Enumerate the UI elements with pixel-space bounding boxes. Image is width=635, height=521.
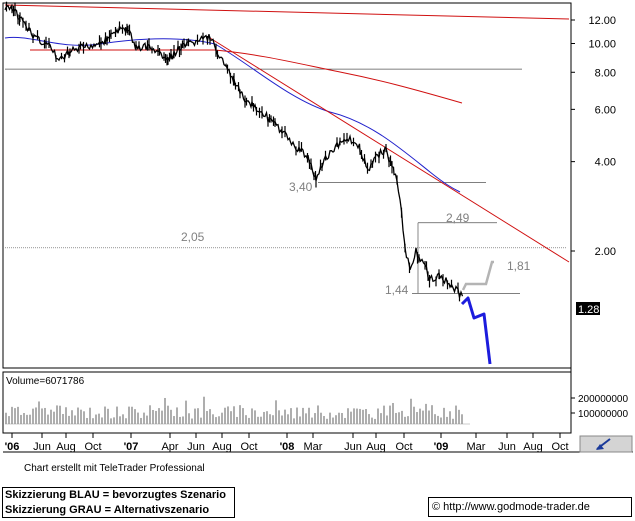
time-tick-label: Jun — [187, 441, 205, 453]
chart-credit: Chart erstellt mit TeleTrader Profession… — [24, 463, 205, 474]
time-tick-label: Mar — [304, 441, 323, 453]
trendline-descending — [209, 37, 570, 263]
price-tick-label: 4.00 — [595, 157, 616, 169]
source-url[interactable]: © http://www.godmode-trader.de — [428, 497, 632, 517]
time-tick-label: Aug — [523, 441, 543, 453]
trendline-upper — [4, 4, 570, 20]
level-label-2-05: 2,05 — [181, 230, 205, 244]
price-line — [4, 4, 464, 298]
price-tick-label: 6.00 — [595, 104, 616, 116]
time-tick-label: Aug — [366, 441, 386, 453]
volume-axis: 200000000 100000000 — [571, 394, 628, 420]
time-tick-label: '09 — [434, 441, 449, 453]
level-label-3-40: 3,40 — [289, 180, 313, 194]
legend-blue: Skizzierung BLAU = bevorzugtes Szenario — [5, 489, 226, 501]
level-label-1-44: 1,44 — [385, 283, 409, 297]
price-tick-label: 10.00 — [588, 39, 616, 51]
moving-average-short — [4, 36, 461, 193]
toolbar-box[interactable] — [579, 435, 633, 453]
time-tick-label: Jun — [33, 441, 51, 453]
time-tick-label: Aug — [212, 441, 232, 453]
time-tick-label: '07 — [124, 441, 139, 453]
price-tick-label: 8.00 — [595, 67, 616, 79]
price-axis: 12.00 10.00 8.00 6.00 4.00 2.00 — [571, 15, 616, 258]
time-tick-label: Oct — [84, 441, 101, 453]
last-price-label: 1.28 — [578, 304, 599, 316]
time-tick-label: '08 — [280, 441, 295, 453]
price-series — [4, 1, 464, 302]
level-label-2-49: 2,49 — [446, 211, 470, 225]
volume-tick-label: 200000000 — [578, 394, 628, 405]
price-tick-label: 12.00 — [588, 15, 616, 27]
last-price-marker — [576, 302, 600, 315]
scenario-sketches — [460, 260, 494, 365]
time-tick-label: Apr — [161, 441, 178, 453]
moving-averages — [4, 4, 570, 263]
time-axis: '06 Jun Aug Oct '07 Apr Jun Aug Oct '08 Mar Jun Aug O… — [5, 433, 569, 453]
time-tick-label: Oct — [240, 441, 257, 453]
time-tick-label: '06 — [5, 441, 20, 453]
moving-average-long — [30, 49, 463, 104]
legend-grey: Skizzierung GRAU = Alternativszenario — [5, 504, 210, 516]
time-tick-label: Oct — [395, 441, 412, 453]
volume-label: Volume=6071786 — [6, 376, 85, 387]
pen-tool-icon[interactable] — [596, 438, 611, 450]
level-label-1-81: 1,81 — [507, 259, 531, 273]
scenario-grey-line — [461, 260, 494, 291]
support-resistance-levels — [5, 68, 566, 294]
time-tick-label: Aug — [56, 441, 76, 453]
scenario-legend: Skizzierung BLAU = bevorzugtes Szenario … — [2, 487, 235, 518]
volume-bars — [5, 396, 470, 425]
price-panel-frame — [2, 2, 572, 369]
scenario-blue-line — [460, 296, 492, 365]
time-tick-label: Mar — [467, 441, 486, 453]
time-tick-label: Oct — [551, 441, 568, 453]
time-tick-label: Jun — [344, 441, 362, 453]
volume-tick-label: 100000000 — [578, 409, 628, 420]
time-tick-label: Jun — [498, 441, 516, 453]
price-tick-label: 2.00 — [595, 246, 616, 258]
